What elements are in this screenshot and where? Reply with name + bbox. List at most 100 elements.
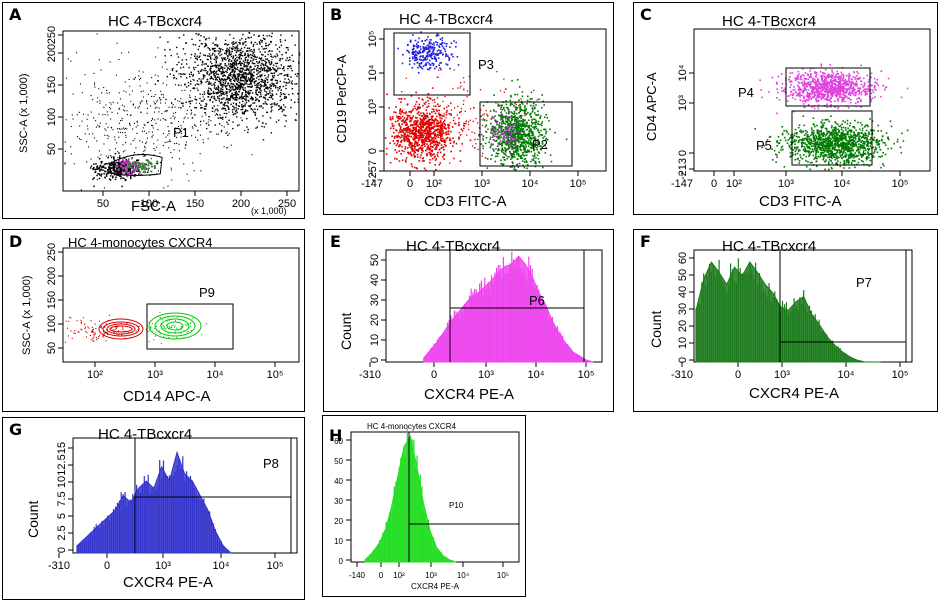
panel-b-point: [432, 146, 434, 148]
panel-b-point: [418, 37, 420, 40]
panel-b-point: [522, 127, 525, 130]
panel-a-point: [254, 114, 257, 116]
panel-b-point: [422, 59, 424, 62]
panel-a-point: [133, 170, 136, 173]
panel-a-point: [252, 59, 254, 62]
panel-a-point: [198, 83, 200, 86]
panel-b-point: [413, 144, 416, 146]
panel-a-point: [209, 98, 211, 101]
panel-a-point: [207, 89, 209, 91]
panel-b-point: [504, 130, 507, 133]
panel-b-point: [426, 68, 429, 70]
panel-b-ytick-label: -257: [367, 160, 379, 182]
panel-b-point: [458, 136, 460, 139]
panel-b-point: [428, 149, 431, 151]
panel-b-point: [458, 124, 460, 127]
panel-a-point: [233, 62, 235, 64]
panel-b-point: [537, 129, 539, 132]
panel-a-point: [107, 157, 109, 159]
panel-a-point: [219, 123, 221, 125]
panel-b-point: [459, 160, 462, 162]
panel-a-point: [253, 102, 256, 104]
panel-b-point: [415, 141, 417, 144]
panel-a-point: [99, 122, 101, 124]
panel-b-point: [489, 110, 492, 112]
panel-b-point: [510, 111, 513, 113]
panel-b-point: [447, 131, 450, 133]
panel-a-point: [209, 83, 211, 85]
panel-a-point: [135, 147, 137, 149]
panel-a-point: [250, 74, 252, 77]
panel-a-point: [236, 92, 238, 94]
panel-a-point: [143, 150, 145, 152]
panel-b-point: [509, 132, 511, 135]
panel-a-point: [269, 68, 271, 70]
panel-b-point: [441, 135, 443, 137]
panel-b-point: [445, 132, 447, 134]
panel-a-point: [217, 117, 220, 119]
panel-a-point: [226, 91, 228, 93]
panel-b-point: [513, 137, 515, 140]
panel-a-point: [274, 68, 276, 70]
panel-a-xtick-label: 200: [232, 198, 250, 210]
panel-b-point: [431, 111, 433, 113]
panel-b-point: [407, 43, 409, 46]
panel-a-point: [258, 41, 261, 43]
panel-b-point: [513, 147, 516, 149]
panel-b-point: [415, 101, 418, 103]
panel-a-point: [234, 46, 236, 49]
panel-b-point: [400, 129, 403, 131]
panel-b-point: [506, 135, 508, 137]
panel-a-point: [94, 86, 96, 88]
panel-b-point: [530, 121, 533, 123]
panel-c-xtick-label: 10⁵: [892, 178, 909, 190]
panel-a-point: [200, 35, 202, 37]
panel-a-point: [230, 74, 232, 76]
panel-c-point: [839, 87, 842, 89]
panel-b-point: [401, 115, 404, 118]
panel-a-point: [142, 165, 145, 168]
panel-b-point: [442, 156, 444, 158]
panel-b-point: [466, 90, 469, 92]
panel-a-point: [251, 97, 253, 100]
panel-a-point: [116, 42, 118, 44]
panel-a-point: [129, 85, 131, 87]
panel-b-point: [441, 123, 444, 126]
panel-a-point: [253, 78, 255, 80]
panel-a-point: [164, 111, 166, 113]
panel-b-point: [479, 89, 482, 91]
panel-a-point: [251, 62, 254, 64]
panel-b-point: [427, 68, 430, 71]
panel-b-point: [462, 103, 465, 105]
panel-b-point: [433, 110, 435, 113]
panel-b-point: [513, 126, 515, 129]
panel-b-point: [427, 123, 429, 125]
panel-a-point: [219, 82, 221, 85]
panel-a-point: [230, 96, 232, 98]
panel-a-point: [181, 127, 183, 129]
panel-a-point: [104, 128, 106, 130]
panel-b-point: [439, 151, 442, 154]
panel-a-point: [239, 62, 241, 64]
panel-b-point: [505, 150, 507, 153]
panel-a-point: [255, 77, 258, 79]
panel-b-point: [511, 131, 514, 133]
panel-a-point: [128, 165, 130, 168]
panel-a-point: [144, 155, 146, 157]
panel-a-point: [226, 98, 228, 100]
panel-a-point: [84, 133, 86, 135]
panel-a-point: [238, 56, 240, 59]
panel-a-point: [138, 70, 140, 72]
panel-a-point: [189, 75, 191, 78]
panel-a-point: [248, 105, 250, 107]
panel-b-point: [537, 145, 539, 148]
panel-b-point: [519, 133, 522, 135]
panel-b-point: [527, 145, 530, 147]
panel-a-point: [245, 75, 247, 77]
panel-b-point: [411, 150, 414, 152]
panel-a-point: [287, 78, 290, 80]
panel-b-point: [523, 120, 525, 123]
panel-a-point: [285, 97, 287, 99]
panel-b-point: [419, 134, 421, 136]
panel-a-point: [242, 80, 244, 82]
